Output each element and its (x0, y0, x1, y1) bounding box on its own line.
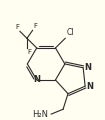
Text: F: F (34, 23, 38, 29)
Text: N: N (87, 82, 94, 91)
Text: H₂N: H₂N (32, 110, 48, 119)
Text: F: F (15, 24, 19, 30)
Text: F: F (27, 49, 31, 55)
Text: N: N (85, 63, 92, 72)
Text: N: N (33, 75, 40, 84)
Text: Cl: Cl (66, 28, 74, 37)
